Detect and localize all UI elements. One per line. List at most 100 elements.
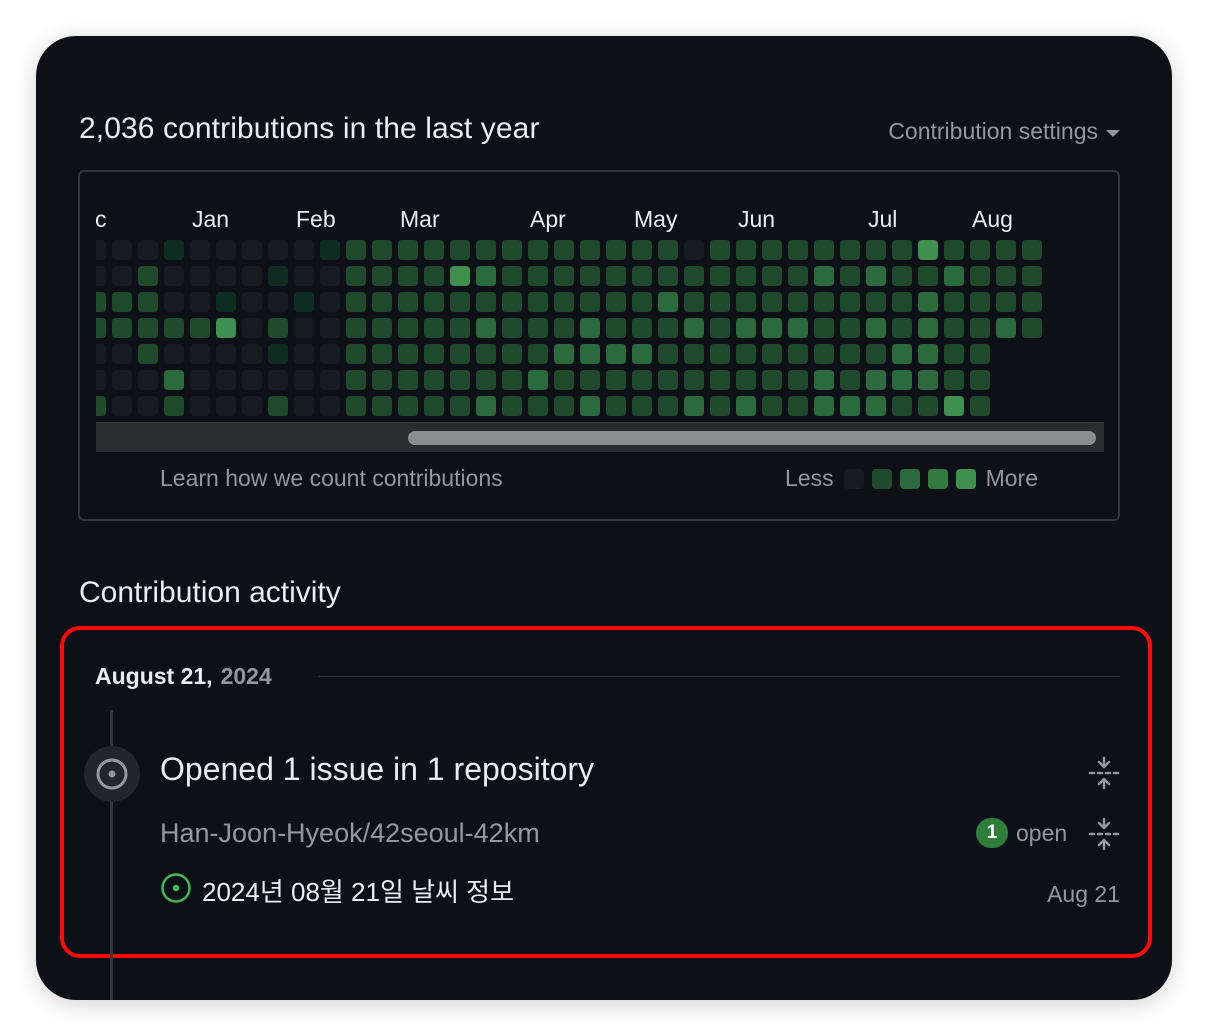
contribution-day[interactable] [762,370,782,390]
contribution-day[interactable] [164,266,184,286]
contribution-day[interactable] [710,292,730,312]
contribution-day[interactable] [840,318,860,338]
contribution-day[interactable] [658,266,678,286]
contribution-day[interactable] [112,370,132,390]
contribution-day[interactable] [1022,318,1042,338]
contribution-day[interactable] [918,292,938,312]
contribution-day[interactable] [398,370,418,390]
contribution-day[interactable] [840,344,860,364]
contribution-day[interactable] [866,240,886,260]
contribution-day[interactable] [320,266,340,286]
contribution-day[interactable] [554,318,574,338]
contribution-day[interactable] [138,292,158,312]
contribution-day[interactable] [658,370,678,390]
contribution-day[interactable] [424,266,444,286]
contribution-day[interactable] [892,266,912,286]
scrollbar-thumb[interactable] [408,431,1096,445]
contribution-day[interactable] [164,240,184,260]
contribution-day[interactable] [268,266,288,286]
contribution-day[interactable] [632,266,652,286]
contribution-day[interactable] [216,318,236,338]
contribution-day[interactable] [450,240,470,260]
contribution-day[interactable] [294,240,314,260]
contribution-day[interactable] [450,396,470,416]
contribution-day[interactable] [190,292,210,312]
contribution-day[interactable] [866,292,886,312]
contribution-day[interactable] [476,370,496,390]
contribution-day[interactable] [632,396,652,416]
contribution-day[interactable] [268,318,288,338]
contribution-day[interactable] [944,292,964,312]
contribution-day[interactable] [164,292,184,312]
contribution-day[interactable] [892,292,912,312]
contribution-day[interactable] [606,292,626,312]
contribution-day[interactable] [502,240,522,260]
contribution-day[interactable] [736,292,756,312]
contribution-day[interactable] [112,396,132,416]
contribution-day[interactable] [684,292,704,312]
contribution-day[interactable] [736,266,756,286]
contribution-day[interactable] [814,344,834,364]
contribution-day[interactable] [814,370,834,390]
contribution-day[interactable] [450,370,470,390]
contribution-day[interactable] [450,266,470,286]
contribution-day[interactable] [580,292,600,312]
contribution-day[interactable] [658,396,678,416]
contribution-day[interactable] [918,266,938,286]
contribution-day[interactable] [528,344,548,364]
contribution-day[interactable] [138,396,158,416]
contribution-day[interactable] [866,266,886,286]
contribution-day[interactable] [476,292,496,312]
contribution-day[interactable] [528,292,548,312]
contribution-day[interactable] [840,370,860,390]
contribution-day[interactable] [112,344,132,364]
contribution-day[interactable] [606,370,626,390]
contribution-day[interactable] [346,344,366,364]
contribution-day[interactable] [788,292,808,312]
issue-item[interactable]: 2024년 08월 21일 날씨 정보 [160,872,514,909]
contribution-day[interactable] [216,370,236,390]
contribution-day[interactable] [918,318,938,338]
contribution-day[interactable] [138,318,158,338]
contribution-day[interactable] [762,240,782,260]
contribution-day[interactable] [814,292,834,312]
contribution-day[interactable] [502,266,522,286]
contribution-day[interactable] [970,344,990,364]
contribution-day[interactable] [892,396,912,416]
contribution-day[interactable] [96,240,106,260]
contribution-day[interactable] [840,266,860,286]
contribution-day[interactable] [944,344,964,364]
contribution-day[interactable] [866,370,886,390]
contribution-day[interactable] [450,344,470,364]
contribution-day[interactable] [398,266,418,286]
contribution-day[interactable] [1022,240,1042,260]
contribution-day[interactable] [866,344,886,364]
contribution-day[interactable] [606,396,626,416]
fold-icon[interactable] [1088,817,1120,856]
contribution-day[interactable] [424,344,444,364]
contribution-day[interactable] [632,370,652,390]
contribution-day[interactable] [866,396,886,416]
contribution-day[interactable] [892,240,912,260]
contribution-day[interactable] [294,318,314,338]
contribution-day[interactable] [268,370,288,390]
contribution-day[interactable] [788,318,808,338]
contribution-day[interactable] [996,240,1016,260]
contribution-day[interactable] [216,396,236,416]
contribution-day[interactable] [528,396,548,416]
contribution-day[interactable] [918,344,938,364]
contribution-day[interactable] [398,318,418,338]
contribution-day[interactable] [970,240,990,260]
contribution-day[interactable] [528,240,548,260]
contribution-day[interactable] [320,318,340,338]
contribution-day[interactable] [242,396,262,416]
contribution-day[interactable] [1022,266,1042,286]
contribution-day[interactable] [580,266,600,286]
contribution-day[interactable] [398,292,418,312]
contribution-day[interactable] [268,344,288,364]
contribution-day[interactable] [632,240,652,260]
contribution-day[interactable] [164,344,184,364]
contribution-day[interactable] [346,396,366,416]
contribution-day[interactable] [788,396,808,416]
contribution-day[interactable] [112,266,132,286]
